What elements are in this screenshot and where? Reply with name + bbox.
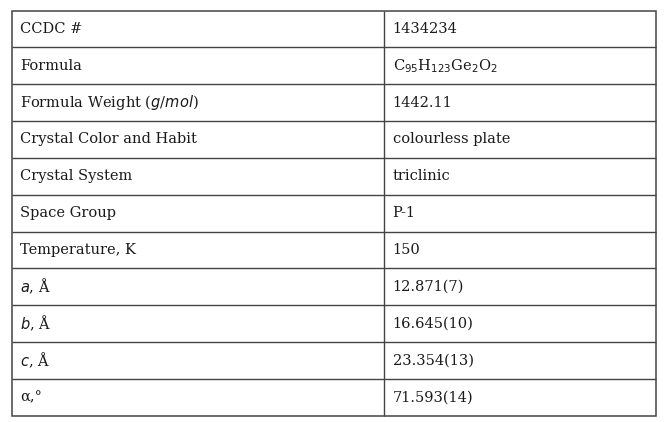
Text: Crystal Color and Habit: Crystal Color and Habit xyxy=(21,133,197,146)
Text: Formula: Formula xyxy=(21,59,82,73)
Text: Formula Weight ($g$/$mol$): Formula Weight ($g$/$mol$) xyxy=(21,93,199,112)
Text: 23.354(13): 23.354(13) xyxy=(393,354,474,368)
Text: $c$, Å: $c$, Å xyxy=(21,351,50,370)
Text: $a$, Å: $a$, Å xyxy=(21,277,51,297)
Text: Crystal System: Crystal System xyxy=(21,169,133,183)
Text: 150: 150 xyxy=(393,243,420,257)
Text: 16.645(10): 16.645(10) xyxy=(393,316,474,330)
Text: 1442.11: 1442.11 xyxy=(393,96,452,110)
Text: Temperature, K: Temperature, K xyxy=(21,243,136,257)
Text: P-1: P-1 xyxy=(393,206,415,220)
Text: 1434234: 1434234 xyxy=(393,22,458,36)
Text: α,°: α,° xyxy=(21,390,42,404)
Text: 12.871(7): 12.871(7) xyxy=(393,280,464,294)
Text: 71.593(14): 71.593(14) xyxy=(393,390,473,404)
Text: Space Group: Space Group xyxy=(21,206,116,220)
Text: C$_{95}$H$_{123}$Ge$_{2}$O$_{2}$: C$_{95}$H$_{123}$Ge$_{2}$O$_{2}$ xyxy=(393,57,497,75)
Text: colourless plate: colourless plate xyxy=(393,133,510,146)
Text: triclinic: triclinic xyxy=(393,169,450,183)
Text: CCDC #: CCDC # xyxy=(21,22,83,36)
Text: $b$, Å: $b$, Å xyxy=(21,314,51,333)
